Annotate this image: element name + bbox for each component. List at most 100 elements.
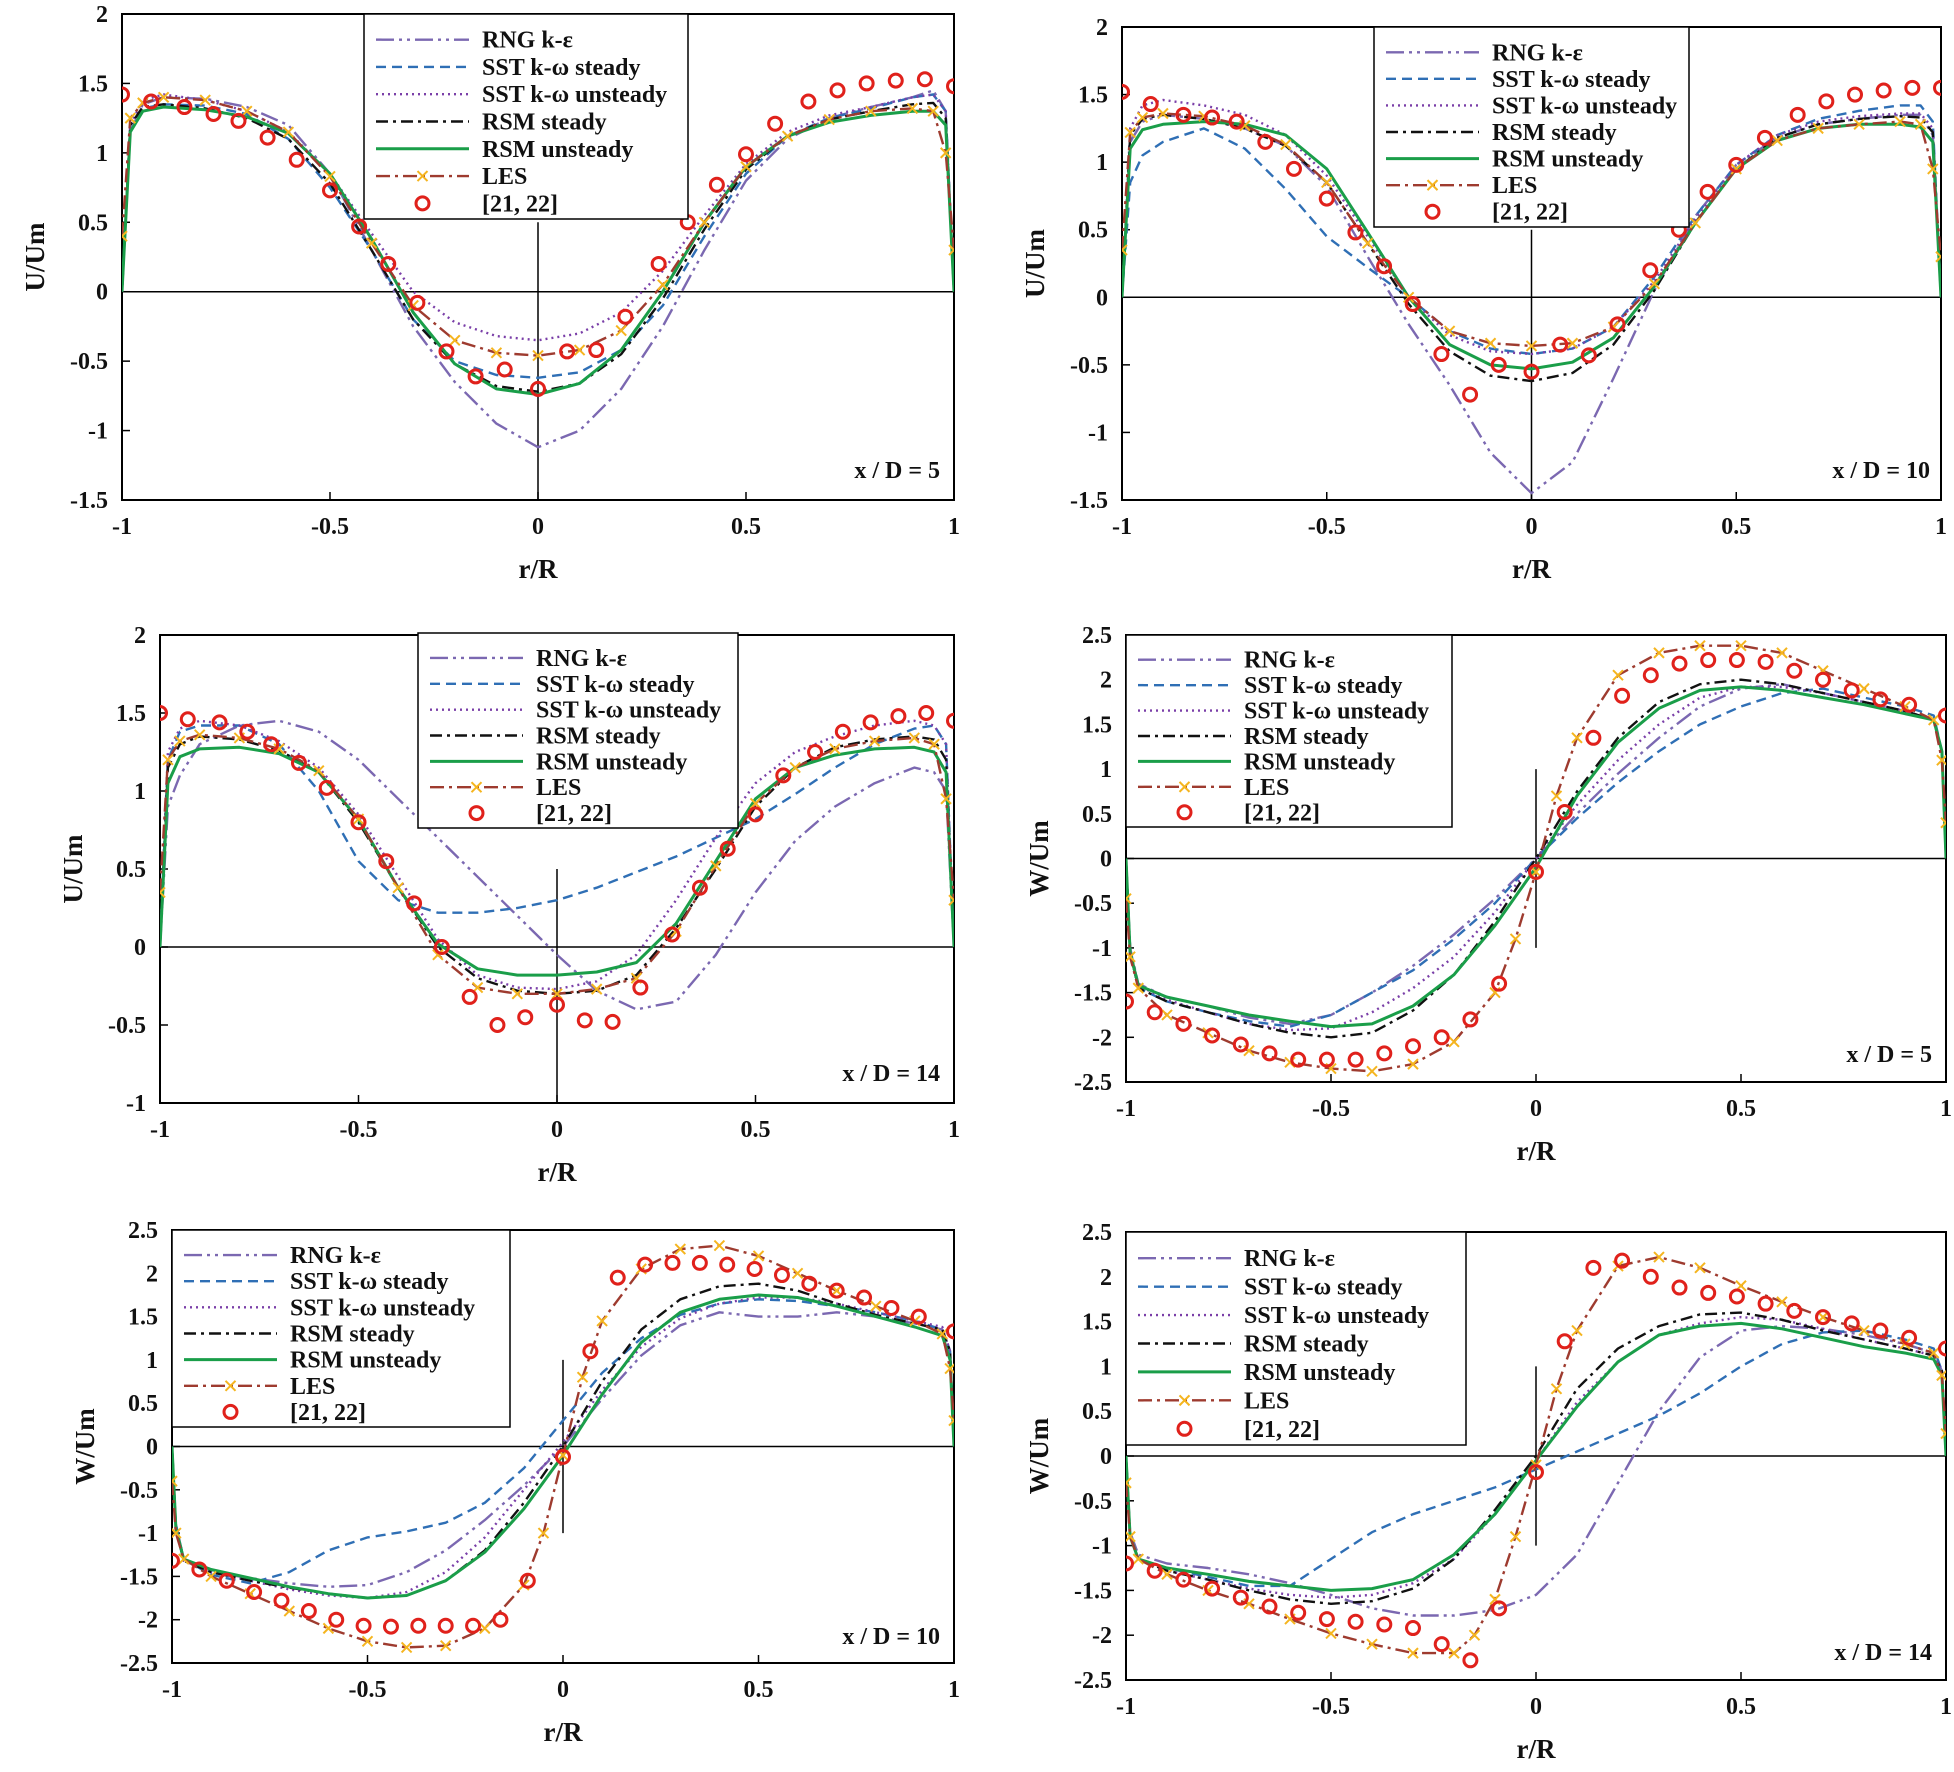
les-marker — [865, 105, 877, 117]
experiment-marker — [637, 1256, 654, 1273]
legend-item-1: RNG k-ε — [1138, 648, 1335, 674]
y-axis-title: W/Um — [1024, 1417, 1054, 1494]
y-tick-label: -2 — [1092, 1623, 1112, 1649]
experiment-marker — [1257, 133, 1274, 150]
experiment-marker — [1699, 183, 1716, 200]
y-tick-label: 0.5 — [1078, 218, 1108, 244]
les-marker — [1940, 1427, 1946, 1440]
experiment-marker — [632, 979, 649, 996]
experiment-marker — [211, 714, 228, 731]
experiment-marker — [288, 151, 305, 168]
experiment-marker — [1700, 652, 1717, 669]
experiment-marker — [691, 1254, 708, 1271]
x-tick-label: -0.5 — [1312, 1096, 1350, 1122]
legend-label: RSM steady — [290, 1322, 415, 1348]
les-marker — [1124, 126, 1136, 139]
les-marker — [791, 1267, 804, 1280]
les-marker — [1735, 640, 1747, 652]
legend-item-6: LES — [1138, 775, 1289, 801]
les-marker — [1550, 1383, 1563, 1395]
legend-label: RSM unsteady — [482, 137, 633, 163]
experiment-marker — [801, 1275, 818, 1292]
x-axis-title: r/R — [519, 554, 558, 584]
legend-item-5: RSM unsteady — [1386, 147, 1643, 173]
les-marker — [596, 1315, 608, 1327]
experiment-marker — [1847, 86, 1864, 103]
experiment-marker — [858, 75, 875, 92]
les-marker — [282, 126, 295, 138]
les-marker — [1771, 134, 1783, 147]
legend-box — [171, 1229, 511, 1428]
legend-item-2: SST k-ω steady — [184, 1269, 448, 1295]
experiment-marker — [492, 1611, 509, 1628]
les-marker — [576, 1371, 589, 1383]
experiment-marker — [1728, 652, 1745, 669]
series-line-6 — [1126, 1255, 1946, 1655]
les-marker — [1321, 176, 1333, 189]
les-marker — [449, 334, 461, 347]
les-marker — [1443, 325, 1456, 337]
legend-label: RSM steady — [482, 110, 607, 136]
les-marker — [829, 743, 841, 755]
experiment-marker — [1462, 1011, 1479, 1028]
les-marker — [1448, 1036, 1460, 1048]
y-tick-label: 2 — [1100, 668, 1112, 694]
y-tick-label: 0 — [146, 1435, 158, 1461]
experiment-marker — [1404, 296, 1421, 313]
experiment-marker — [1614, 687, 1631, 704]
les-marker — [273, 743, 285, 755]
experiment-marker — [1433, 1636, 1450, 1653]
experiment-marker — [1642, 262, 1659, 279]
experiment-marker — [1126, 993, 1134, 1010]
experiment-marker — [218, 1572, 235, 1589]
les-marker — [160, 886, 166, 899]
experiment-marker — [549, 996, 565, 1013]
legend-label: RSM steady — [1244, 724, 1369, 750]
x-tick-label: 1 — [948, 514, 960, 540]
legend-label: SST k-ω unsteady — [482, 82, 667, 108]
experiment-marker — [1146, 1562, 1163, 1579]
experiment-marker — [1585, 729, 1602, 746]
experiment-marker — [519, 1572, 536, 1589]
series-line-2 — [172, 1298, 954, 1585]
les-marker — [823, 113, 835, 126]
y-tick-label: 0 — [134, 935, 146, 961]
les-marker — [174, 735, 186, 747]
legend-item-5: RSM unsteady — [1138, 1360, 1395, 1386]
experiment-marker — [433, 939, 450, 955]
les-marker — [948, 244, 954, 256]
legend-label: RNG k-ε — [1244, 1246, 1335, 1272]
les-marker — [1612, 669, 1624, 681]
chart-panel-3: -1 -0.5 0 0.5 1 -1 -0.5 0 0.5 1 1.5 2 r/R U/Um RNG k-ε… — [58, 623, 960, 1187]
experiment-marker — [1433, 1029, 1450, 1046]
experiment-marker — [775, 767, 792, 784]
les-marker — [948, 894, 954, 906]
legend-item-3: SST k-ω unsteady — [430, 698, 721, 724]
legend-label: SST k-ω unsteady — [1244, 1303, 1429, 1329]
x-tick-label: -1 — [150, 1117, 170, 1143]
legend-marker — [224, 1380, 237, 1392]
les-marker — [908, 732, 921, 744]
les-marker — [1122, 244, 1128, 256]
legend-label: LES — [536, 775, 581, 801]
experiment-marker — [747, 806, 764, 823]
les-marker — [479, 1622, 491, 1635]
legend-item-5: RSM unsteady — [376, 137, 633, 163]
experiment-marker — [1490, 356, 1507, 373]
y-tick-label: -1.5 — [1074, 1578, 1112, 1604]
experiment-marker — [1175, 1571, 1192, 1588]
experiment-marker — [1815, 1309, 1831, 1326]
y-tick-label: 1 — [146, 1348, 158, 1374]
series-line-1 — [1126, 1324, 1946, 1617]
legend-box — [363, 13, 689, 220]
les-marker — [1161, 1568, 1173, 1580]
experiment-marker — [1757, 653, 1774, 670]
experiment-marker — [1142, 96, 1159, 113]
les-marker — [698, 216, 711, 228]
experiment-marker — [172, 1552, 180, 1569]
y-tick-label: 1.5 — [78, 71, 108, 97]
legend-label: [21, 22] — [290, 1400, 366, 1426]
experiment-marker — [176, 99, 193, 116]
legend-label: RSM unsteady — [536, 749, 687, 775]
